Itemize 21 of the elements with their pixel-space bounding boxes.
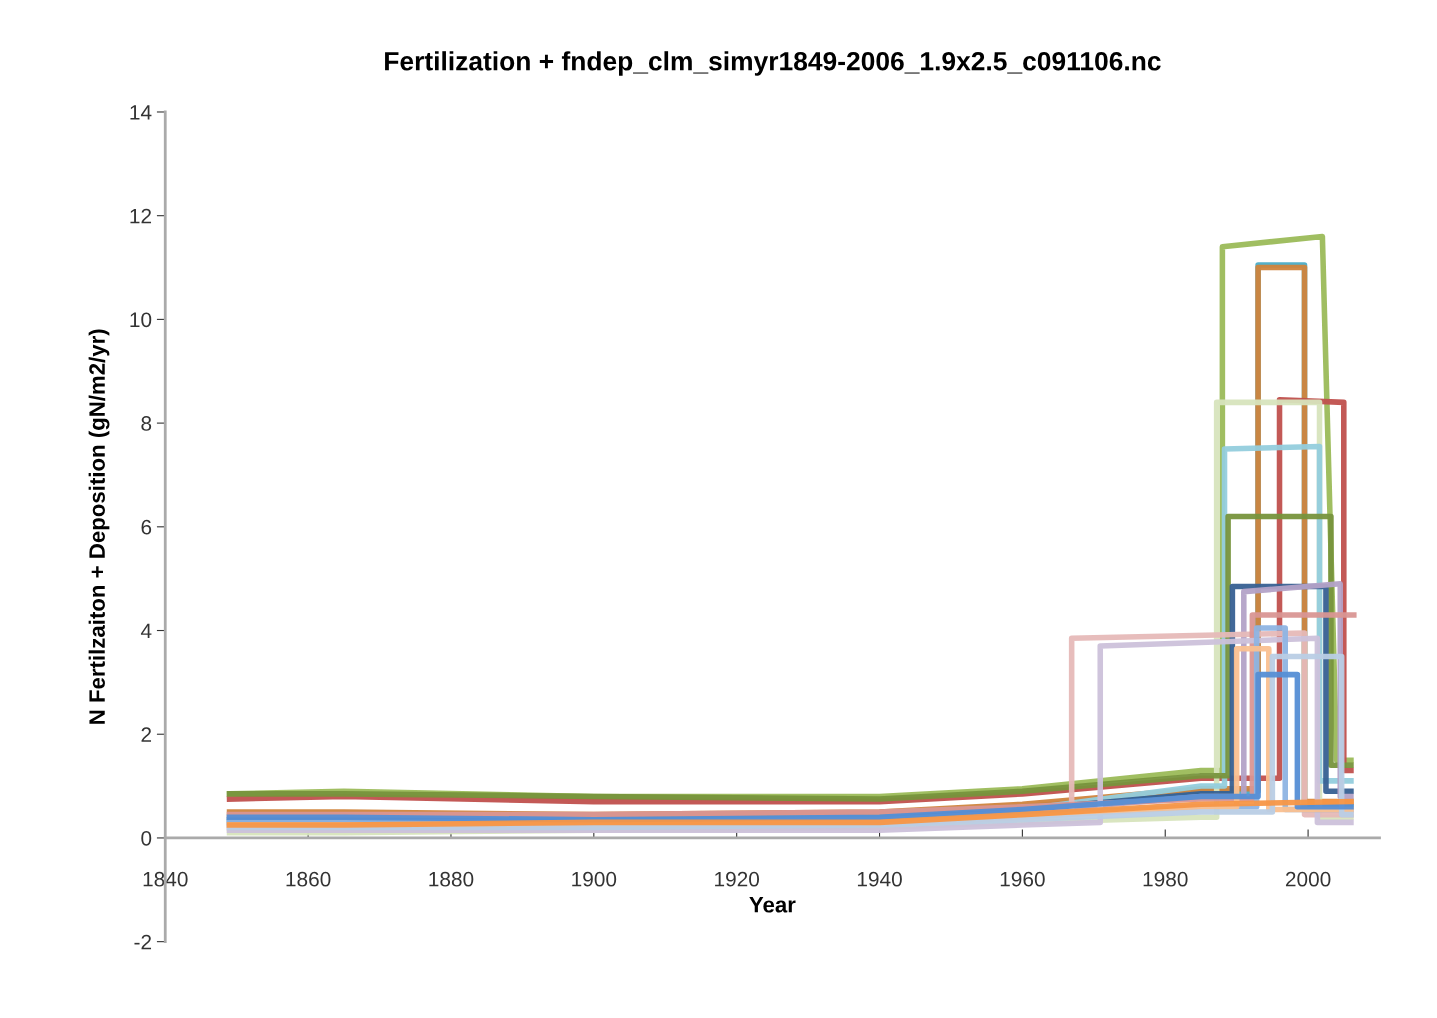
y-tick-label: 14 (130, 105, 152, 120)
y-tick-label: 8 (141, 416, 152, 431)
x-tick-label: 2000 (1285, 871, 1331, 887)
y-tick-label: 4 (140, 623, 152, 639)
x-tick-label: 1840 (143, 871, 188, 887)
x-axis-title: Year (749, 897, 796, 913)
x-tick-label: 1900 (572, 871, 617, 887)
x-tick-label: 1960 (1000, 871, 1045, 887)
y-tick-label: 10 (130, 312, 152, 328)
y-tick-label: -2 (134, 934, 152, 950)
y-tick-label: 6 (141, 519, 152, 535)
x-tick-label: 1860 (286, 871, 331, 887)
x-tick-label: 1920 (715, 871, 760, 887)
x-tick-label: 1980 (1143, 871, 1188, 887)
y-tick-label: 12 (130, 208, 152, 224)
x-tick-label: 1880 (429, 871, 474, 887)
y-tick-label: 2 (141, 727, 152, 742)
x-tick-label: 1940 (857, 871, 902, 887)
chart-title: Fertilization + fndep_clm_simyr1849-2006_1.9x2.5_c091106.nc (385, 51, 1161, 76)
y-tick-label: 0 (141, 830, 152, 846)
y-axis-title: N Fertilzaiton + Deposition (gN/m2/yr) (88, 329, 110, 724)
